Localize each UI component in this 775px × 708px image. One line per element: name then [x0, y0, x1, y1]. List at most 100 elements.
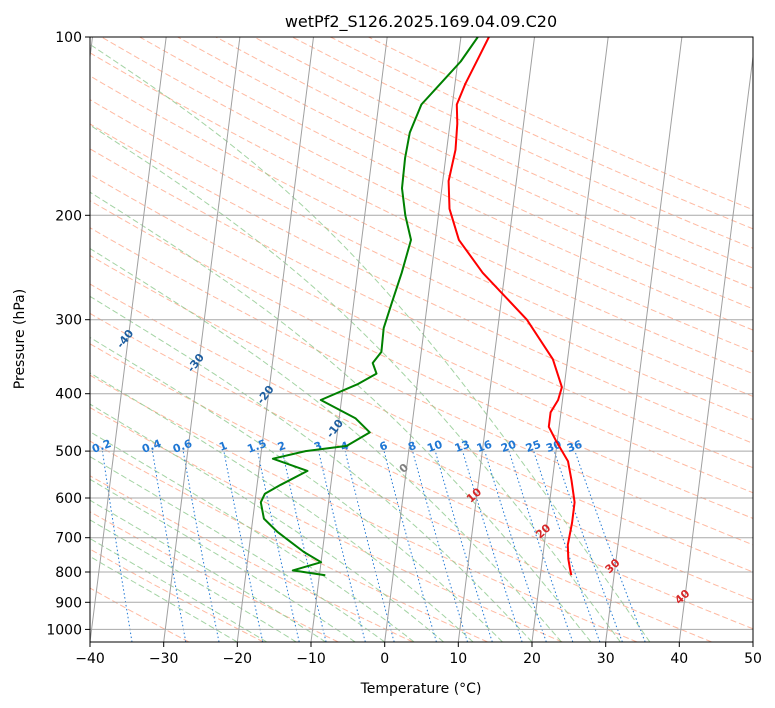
mixing-ratio-line [318, 450, 366, 642]
isotherm-line [531, 37, 609, 642]
y-tick-label: 200 [55, 208, 82, 224]
mixing-ratio-line [383, 450, 437, 642]
dry-adiabat [90, 173, 753, 494]
isotherm-lines [90, 37, 753, 642]
isotherm-line [678, 52, 753, 642]
x-tick-label: −10 [296, 651, 326, 667]
y-tick-label: 900 [55, 595, 82, 611]
isotherm-line [90, 37, 167, 642]
dry-adiabat [90, 200, 753, 519]
y-tick-label: 300 [55, 313, 82, 329]
y-axis-label: Pressure (hPa) [12, 289, 28, 389]
y-tick-label: 400 [55, 387, 82, 403]
isotherm-line [384, 37, 462, 642]
mixing-ratio-line [257, 451, 300, 642]
mixing-ratio-label: 0.4 [140, 437, 163, 456]
mixing-ratio-label: 20 [499, 438, 518, 456]
temperature-line [447, 37, 576, 576]
moist-adiabat [90, 555, 238, 642]
mixing-ratio-line [223, 451, 264, 642]
dry-adiabat [139, 37, 753, 331]
mixing-ratio-label: 13 [453, 438, 472, 455]
mixing-ratio-label: 1.5 [246, 437, 269, 456]
mixing-ratio-label: 30 [544, 438, 563, 456]
mixing-ratio-label: 16 [475, 438, 494, 456]
x-tick-label: 0 [380, 651, 389, 667]
mixing-ratio-label: 10 [425, 438, 444, 456]
mixing-ratio-line [574, 450, 646, 642]
isotherm-line [236, 37, 314, 642]
mixing-ratio-label: 0.2 [90, 437, 113, 456]
x-tick-label: −40 [75, 651, 105, 667]
dry-adiabat [90, 52, 753, 375]
plot-frame [89, 36, 754, 643]
moist-adiabat [90, 247, 562, 642]
x-axis-ticks: −40 −30 −20 −10 0 10 20 30 40 50 [75, 642, 762, 667]
mixing-ratio-line [182, 451, 220, 642]
moist-adiabat [90, 478, 356, 642]
dry-adiabat [90, 123, 753, 444]
y-tick-label: 100 [55, 30, 82, 46]
dry-adiabat [90, 374, 638, 642]
mixing-ratio-line [508, 450, 574, 642]
dry-adiabats [90, 37, 753, 642]
moist-adiabat [90, 372, 474, 642]
y-tick-label: 600 [55, 491, 82, 507]
dry-adiabat [90, 343, 712, 642]
dry-adiabat [90, 312, 753, 630]
mixing-ratio-line [553, 450, 623, 642]
chart-title: wetPf2_S126.2025.169.04.09.C20 [285, 12, 557, 32]
dry-adiabat [90, 227, 753, 546]
x-axis-label: Temperature (°C) [360, 681, 482, 697]
x-tick-label: 40 [670, 651, 688, 667]
dry-adiabat [90, 254, 753, 573]
mixing-ratio-label: 2 [276, 439, 288, 454]
dry-adiabat [90, 511, 339, 642]
dry-adiabat [90, 548, 264, 642]
mixing-ratio-line [484, 450, 547, 642]
mixing-ratio-label: 8 [406, 439, 418, 454]
moist-adiabat [90, 295, 533, 642]
mixing-ratio-label: 1 [217, 439, 229, 454]
mixing-ratio-line [462, 450, 523, 642]
mixing-ratio-label: 25 [524, 438, 543, 455]
isotherm-line [457, 37, 535, 642]
moist-adiabat [90, 519, 297, 642]
x-tick-label: 20 [523, 651, 541, 667]
sounding-series [259, 37, 576, 577]
x-tick-label: 30 [597, 651, 615, 667]
isotherm-line [310, 37, 388, 642]
y-axis-ticks: 100 200 300 400 500 600 700 800 900 1000 [46, 30, 90, 638]
dry-adiabat [215, 37, 753, 289]
moist-adiabat [90, 537, 268, 642]
x-tick-label: 50 [744, 651, 762, 667]
moist-adiabat [90, 456, 385, 642]
mixing-ratio-line [412, 450, 468, 642]
dry-adiabat [90, 407, 563, 642]
y-tick-label: 500 [55, 444, 82, 460]
mixing-ratio-label: 0.6 [171, 437, 194, 456]
dry-adiabat [90, 440, 488, 642]
dry-adiabat [90, 75, 753, 397]
mixing-ratio-label: 6 [378, 439, 390, 454]
mixing-ratio-line [281, 450, 327, 642]
mixing-ratio-label: 3 [312, 439, 324, 454]
moist-adiabat [90, 43, 651, 642]
x-tick-label: −30 [149, 651, 179, 667]
mixing-ratio-line [533, 450, 601, 642]
y-tick-label: 700 [55, 531, 82, 547]
moist-adiabat [90, 124, 621, 642]
moist-adiabat [90, 403, 444, 642]
dry-adiabat [101, 37, 753, 353]
y-tick-label: 1000 [46, 622, 82, 638]
isotherm-line [163, 37, 241, 642]
pressure-gridlines [90, 37, 753, 630]
y-tick-label: 800 [55, 565, 82, 581]
x-tick-label: 10 [449, 651, 467, 667]
isotherm-line [605, 37, 683, 642]
moist-adiabat [90, 336, 503, 642]
moist-adiabat [90, 191, 592, 642]
